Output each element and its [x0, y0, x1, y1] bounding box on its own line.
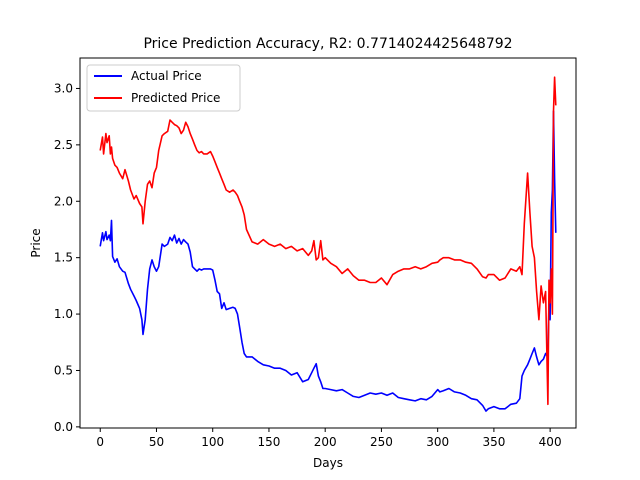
y-tick-label: 1.5 [54, 251, 73, 265]
x-tick-label: 150 [257, 435, 280, 449]
y-axis: 0.0 0.5 1.0 1.5 2.0 2.5 3.0 [54, 81, 80, 434]
legend-box [86, 64, 241, 112]
y-tick-label: 0.5 [54, 363, 73, 377]
series-layer [99, 76, 557, 412]
x-tick-label: 250 [370, 435, 393, 449]
legend-label-actual: Actual Price [131, 69, 202, 83]
x-tick-label: 300 [426, 435, 449, 449]
y-tick-label: 2.0 [54, 194, 73, 208]
x-tick-label: 200 [314, 435, 337, 449]
y-axis-label: Price [29, 228, 43, 257]
x-tick-label: 0 [96, 435, 104, 449]
y-tick-label: 3.0 [54, 81, 73, 95]
series-line-predicted-price [99, 76, 557, 406]
y-tick-label: 1.0 [54, 307, 73, 321]
chart-title: Price Prediction Accuracy, R2: 0.7714024… [143, 36, 512, 52]
series-line-actual-price [99, 110, 557, 412]
x-tick-label: 100 [201, 435, 224, 449]
y-tick-label: 0.0 [54, 420, 73, 434]
x-tick-label: 50 [149, 435, 164, 449]
legend: Actual Price Predicted Price [86, 64, 241, 112]
y-tick-label: 2.5 [54, 138, 73, 152]
legend-label-predicted: Predicted Price [131, 91, 220, 105]
x-axis: 0 50 100 150 200 250 300 350 400 [96, 428, 562, 449]
x-tick-label: 350 [482, 435, 505, 449]
plot-frame [79, 57, 577, 429]
x-axis-label: Days [313, 456, 343, 470]
x-tick-label: 400 [539, 435, 562, 449]
